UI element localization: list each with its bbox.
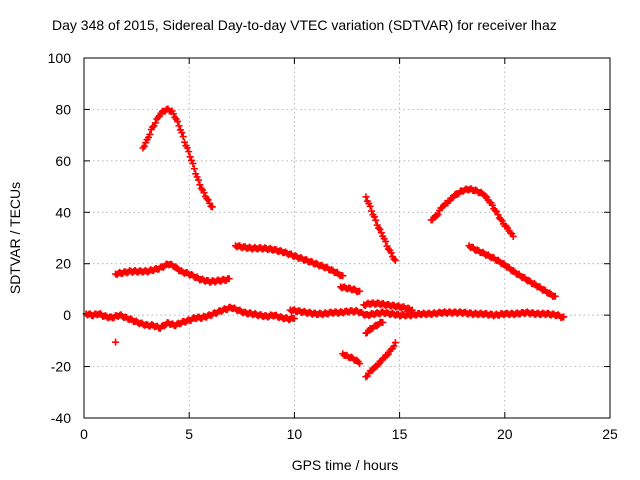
axis-ticks: 0 5 10 15 20 25 -40 -20 0 20 40 60 80 100 (48, 50, 618, 442)
arc-10-point (408, 306, 416, 314)
arc-2-point (172, 263, 180, 271)
arc-1-point (188, 156, 196, 164)
grid (84, 58, 610, 418)
y-tick-label: 20 (55, 256, 71, 272)
arc-1-point (174, 117, 182, 125)
arc-1-point (151, 119, 159, 127)
arc-4-point (356, 287, 364, 295)
chart-title: Day 348 of 2015, Sidereal Day-to-day VTE… (52, 17, 557, 33)
arc-6-point (506, 229, 514, 237)
arc-1-point (149, 123, 157, 131)
arc-1-point (200, 189, 208, 197)
arc-14-point (112, 338, 120, 346)
x-tick-label: 0 (80, 426, 88, 442)
arc-13-point (368, 367, 376, 375)
arc-1-point (203, 195, 211, 203)
y-tick-label: 40 (55, 204, 71, 220)
y-axis-label: SDTVAR / TECUs (7, 182, 23, 294)
arc-1-point (186, 153, 194, 161)
arc-1-point (142, 139, 150, 147)
arc-5-point (375, 224, 383, 232)
arc-1-point (190, 165, 198, 173)
arc-8-point (290, 315, 298, 323)
arc-13-point (383, 351, 391, 359)
arc-5-point (384, 245, 392, 253)
arc-6-point (498, 217, 506, 225)
arc-7-point (510, 267, 518, 275)
arc-1-point (181, 138, 189, 146)
arc-13-point (362, 373, 370, 381)
arc-5-point (372, 216, 380, 224)
x-axis-label: GPS time / hours (292, 457, 399, 473)
y-tick-label: 60 (55, 153, 71, 169)
x-tick-label: 5 (185, 426, 193, 442)
arc-13-point (391, 339, 399, 347)
y-tick-label: 100 (48, 50, 72, 66)
plot-frame (83, 57, 611, 419)
data-points (82, 105, 568, 381)
arc-1-point (185, 148, 193, 156)
arc-5-point (391, 256, 399, 264)
arc-5-point (377, 229, 385, 237)
arc-5-point (366, 202, 374, 210)
arc-12-point (356, 360, 364, 368)
arc-1-point (193, 173, 201, 181)
arc-5-point (390, 255, 398, 263)
arc-1-point (140, 142, 148, 150)
arc-6-point (491, 207, 499, 215)
arc-1-point (196, 181, 204, 189)
arc-1-point (179, 133, 187, 141)
arc-3-point (339, 272, 347, 280)
arc-1-point (183, 144, 191, 152)
arc-6-point (434, 210, 442, 218)
arc-1-point (189, 160, 197, 168)
y-tick-label: 0 (63, 307, 71, 323)
arc-6-point (509, 233, 517, 241)
arc-7-point (551, 292, 559, 300)
arc-6-point (481, 192, 489, 200)
arc-5-point (370, 213, 378, 221)
arc-6-point (494, 211, 502, 219)
arc-11-point (379, 318, 387, 326)
arc-5-point (362, 193, 370, 201)
x-tick-label: 20 (497, 426, 513, 442)
arc-2-point (225, 275, 233, 283)
arc-5-point (382, 237, 390, 245)
arc-1-point (178, 129, 186, 137)
arc-5-point (376, 225, 384, 233)
y-tick-label: -20 (51, 359, 71, 375)
arc-5-point (387, 249, 395, 257)
arc-6-point (433, 212, 441, 220)
arc-6-point (488, 201, 496, 209)
arc-1-point (154, 113, 162, 121)
arc-1-point (204, 196, 212, 204)
arc-1-point (194, 176, 202, 184)
x-tick-label: 15 (392, 426, 408, 442)
arc-13-point (390, 342, 398, 350)
y-tick-label: 80 (55, 101, 71, 117)
arc-1-point (175, 122, 183, 130)
x-tick-label: 25 (602, 426, 618, 442)
arc-5-point (368, 207, 376, 215)
y-tick-label: -40 (51, 410, 71, 426)
arc-9-point (560, 313, 568, 321)
x-tick-label: 10 (287, 426, 303, 442)
arc-1-point (146, 130, 154, 138)
arc-1-point (208, 203, 216, 211)
arc-1-point (169, 110, 177, 118)
